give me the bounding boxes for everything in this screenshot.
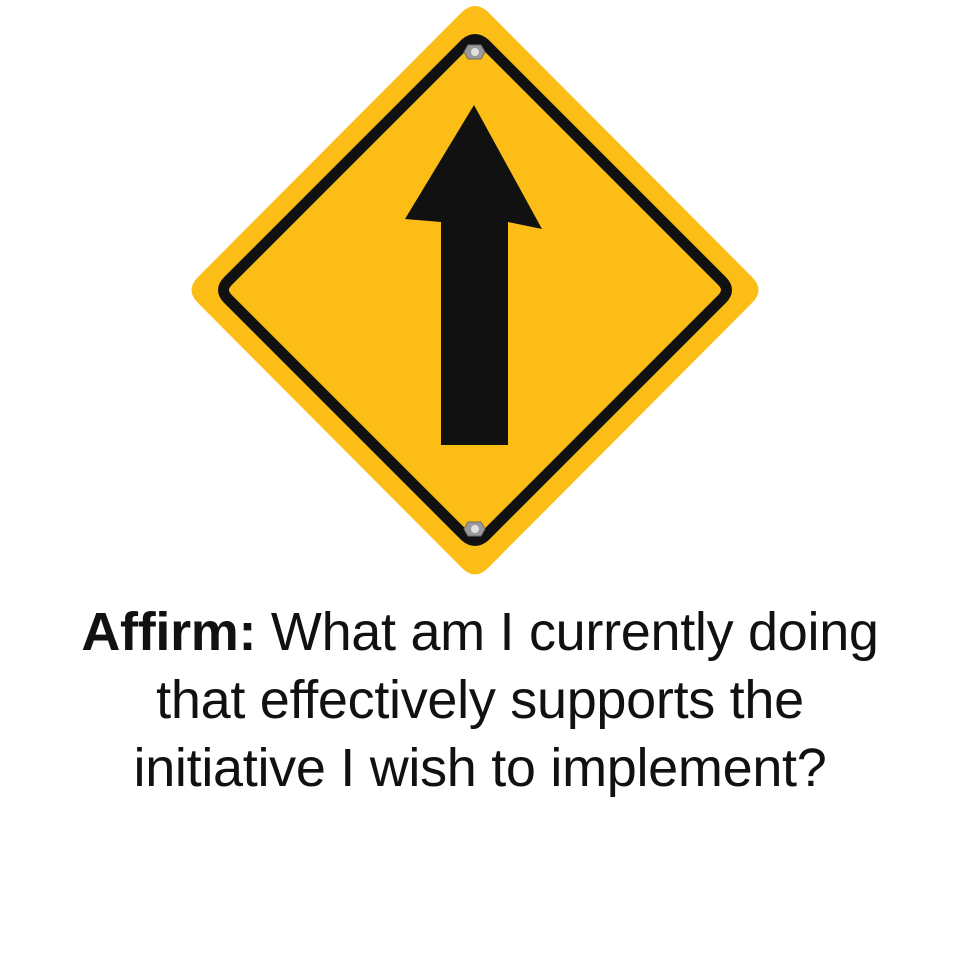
caption-lead: Affirm: xyxy=(81,602,257,662)
arrow-up-icon xyxy=(405,105,542,445)
caption-text: What am I currently doing that effective… xyxy=(133,602,879,798)
sign-border xyxy=(218,34,732,546)
caption: Affirm: What am I currently doing that e… xyxy=(80,598,880,802)
road-sign-graphic xyxy=(191,6,759,575)
road-sign xyxy=(191,6,759,575)
bolt-icon xyxy=(463,521,486,537)
bolt-icon xyxy=(463,44,486,60)
